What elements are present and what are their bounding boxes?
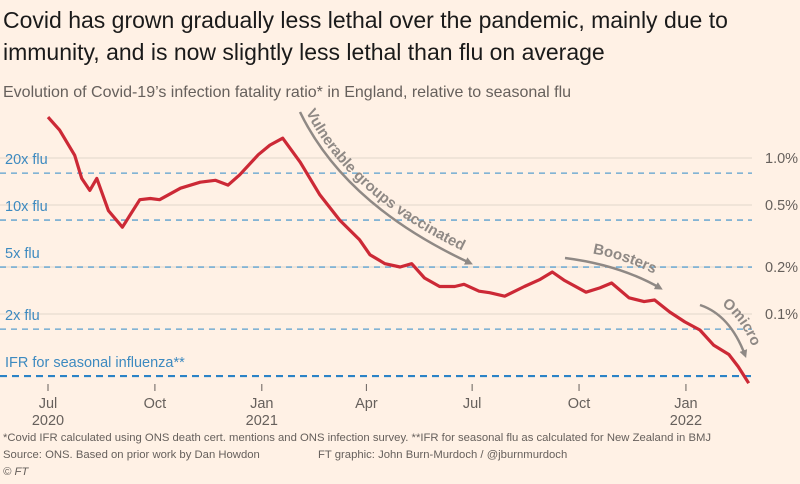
annotation-arrow [564,256,663,290]
x-tick-year: 2022 [670,413,702,429]
annotation-label: Vulnerable groups vaccinated [302,106,468,254]
x-tick-label: Jan [250,396,273,412]
y-tick-label: 1.0% [765,151,798,167]
copyright: © FT [3,466,29,478]
x-tick-label: Oct [568,396,591,412]
y-tick-label: 0.2% [765,260,798,276]
flu-reference-label: 2x flu [5,308,40,324]
annotation-arrow [298,111,473,265]
footnote: *Covid IFR calculated using ONS death ce… [3,432,712,444]
x-tick-year: 2020 [32,413,64,429]
x-tick-label: Apr [355,396,378,412]
flu-reference-label: 10x flu [5,199,48,215]
chart-subtitle: Evolution of Covid-19’s infection fatali… [3,84,572,101]
ifr-series-line [46,116,751,385]
x-tick-label: Oct [144,396,167,412]
x-tick-label: Jul [463,396,482,412]
y-tick-label: 0.5% [765,198,798,214]
annotation-arrow [699,303,748,358]
flu-reference-label: 5x flu [5,246,40,262]
y-tick-label: 0.1% [765,307,798,323]
flu-reference-label: 20x flu [5,152,48,168]
source-note: Source: ONS. Based on prior work by Dan … [3,449,260,461]
x-tick-label: Jan [674,396,697,412]
graphic-credit: FT graphic: John Burn-Murdoch / @jburnmu… [318,449,568,461]
annotation-text: Vulnerable groups vaccinated [302,106,468,254]
x-tick-year: 2021 [246,413,278,429]
flu-reference-label: IFR for seasonal influenza** [5,355,185,371]
x-tick-label: Jul [39,396,58,412]
chart-title: Covid has grown gradually less lethal ov… [3,7,728,65]
